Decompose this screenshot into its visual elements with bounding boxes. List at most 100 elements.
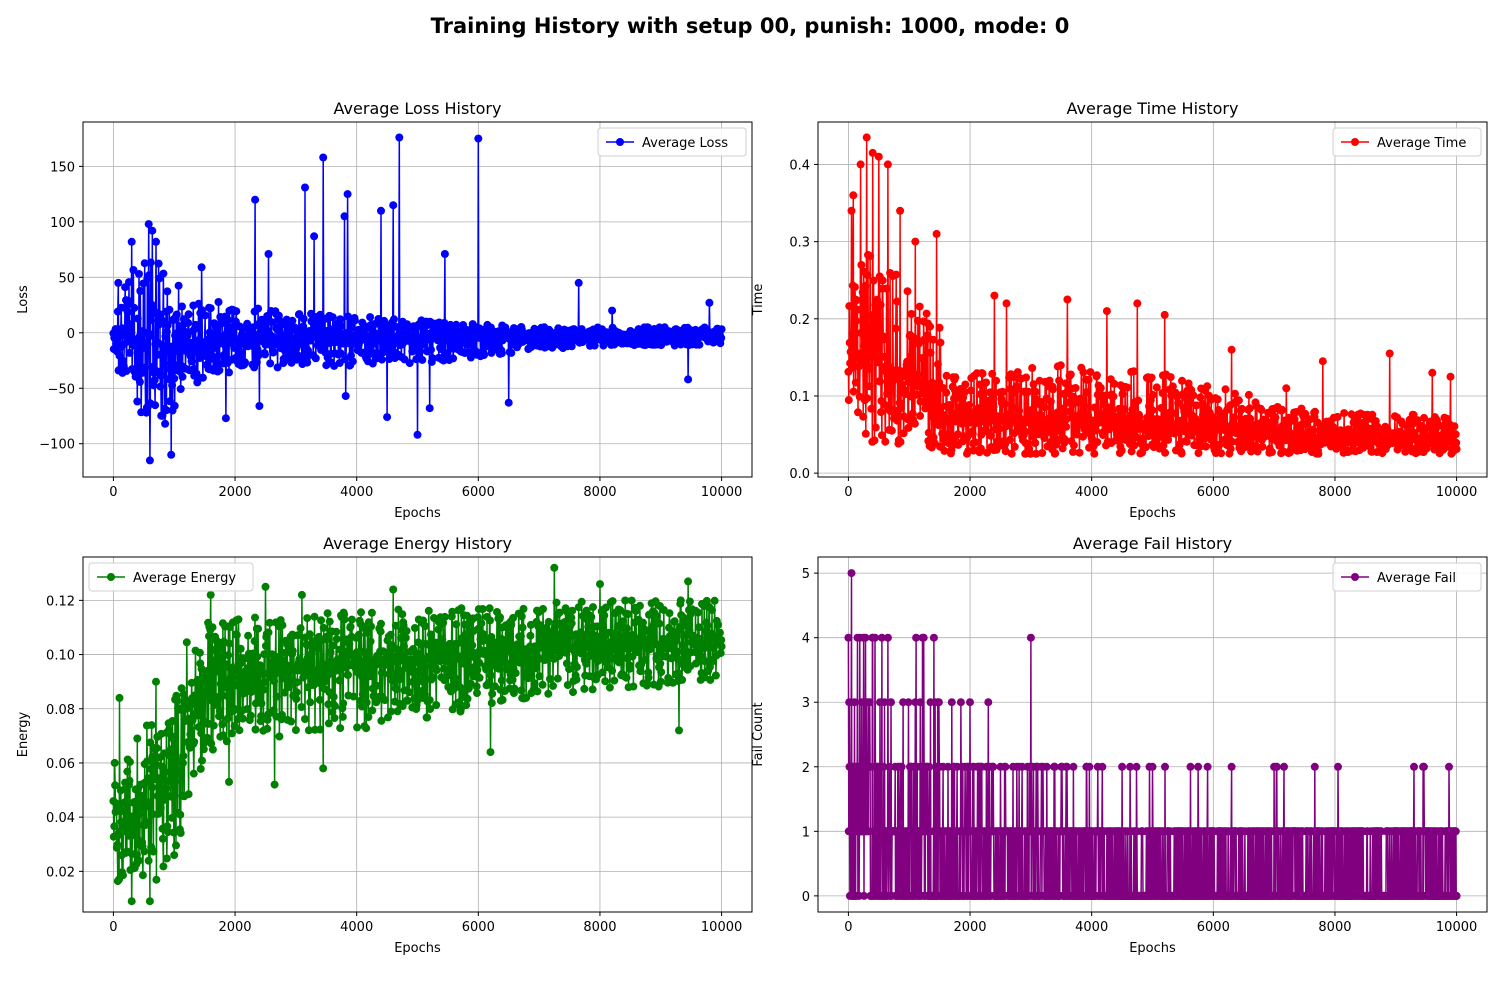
data-point xyxy=(854,306,862,314)
data-point xyxy=(190,738,198,746)
data-point xyxy=(1006,436,1014,444)
data-point xyxy=(255,693,263,701)
data-point xyxy=(252,726,260,734)
y-tick-label: 0.04 xyxy=(46,811,75,826)
data-point xyxy=(426,404,434,412)
data-point xyxy=(247,712,255,720)
data-point xyxy=(316,696,324,704)
data-point xyxy=(224,651,232,659)
data-point xyxy=(851,283,859,291)
data-point xyxy=(160,360,168,368)
data-point xyxy=(244,632,252,640)
data-point xyxy=(395,134,403,142)
x-tick-label: 0 xyxy=(109,920,117,935)
data-point xyxy=(653,612,661,620)
data-point xyxy=(331,702,339,710)
data-point xyxy=(554,675,562,683)
data-point xyxy=(474,135,482,143)
x-tick-label: 8000 xyxy=(583,485,616,500)
data-point xyxy=(850,388,858,396)
data-point xyxy=(1085,376,1093,384)
data-point xyxy=(498,676,506,684)
data-point xyxy=(427,346,435,354)
x-tick-label: 6000 xyxy=(1197,485,1230,500)
data-point xyxy=(1258,443,1266,451)
subplot-title: Average Energy History xyxy=(323,534,512,553)
data-point xyxy=(517,686,525,694)
data-point xyxy=(357,608,365,616)
data-point xyxy=(191,691,199,699)
data-point xyxy=(990,403,998,411)
data-point xyxy=(898,763,906,771)
data-point xyxy=(473,666,481,674)
data-point xyxy=(907,310,915,318)
data-point xyxy=(1076,449,1084,457)
data-point xyxy=(507,621,515,629)
data-point xyxy=(628,597,636,605)
data-point xyxy=(169,735,177,743)
data-point xyxy=(452,321,460,329)
data-point xyxy=(1067,371,1075,379)
data-point xyxy=(846,339,854,347)
data-point xyxy=(121,798,129,806)
data-point xyxy=(331,714,339,722)
data-point xyxy=(937,339,945,347)
data-point xyxy=(163,287,171,295)
data-point xyxy=(153,744,161,752)
data-point xyxy=(1149,391,1157,399)
data-point xyxy=(209,623,217,631)
data-point xyxy=(166,793,174,801)
data-point xyxy=(215,366,223,374)
data-point xyxy=(892,271,900,279)
data-point xyxy=(210,722,218,730)
data-point xyxy=(1037,411,1045,419)
data-point xyxy=(526,672,534,680)
data-point xyxy=(1080,402,1088,410)
data-point xyxy=(992,377,1000,385)
data-point xyxy=(864,271,872,279)
data-point xyxy=(1235,396,1243,404)
data-point xyxy=(1043,763,1051,771)
data-point xyxy=(377,620,385,628)
data-point xyxy=(1079,395,1087,403)
data-point xyxy=(1169,409,1177,417)
data-point xyxy=(977,390,985,398)
data-point xyxy=(378,356,386,364)
data-point xyxy=(657,668,665,676)
data-point xyxy=(152,238,160,246)
data-point xyxy=(684,577,692,585)
data-point xyxy=(544,690,552,698)
data-point xyxy=(167,746,175,754)
data-point xyxy=(198,757,206,765)
data-point xyxy=(965,401,973,409)
data-point xyxy=(596,580,604,588)
data-point xyxy=(187,726,195,734)
data-point xyxy=(1202,443,1210,451)
data-point xyxy=(582,660,590,668)
data-point xyxy=(156,383,164,391)
data-point xyxy=(609,597,617,605)
data-point xyxy=(207,304,215,312)
data-point xyxy=(416,347,424,355)
data-point xyxy=(260,650,268,658)
data-point xyxy=(159,835,167,843)
data-point xyxy=(712,672,720,680)
y-tick-label: 0.1 xyxy=(789,390,810,405)
data-point xyxy=(539,681,547,689)
data-point xyxy=(308,657,316,665)
data-point xyxy=(223,692,231,700)
data-point xyxy=(848,330,856,338)
data-point xyxy=(1157,404,1165,412)
data-point xyxy=(428,673,436,681)
data-point xyxy=(487,671,495,679)
y-tick-label: 0.0 xyxy=(789,467,810,482)
data-point xyxy=(580,685,588,693)
data-point xyxy=(452,620,460,628)
data-point xyxy=(984,698,992,706)
data-point xyxy=(1062,423,1070,431)
data-point xyxy=(1183,438,1191,446)
data-point xyxy=(851,698,859,706)
data-point xyxy=(393,685,401,693)
data-point xyxy=(414,431,422,439)
